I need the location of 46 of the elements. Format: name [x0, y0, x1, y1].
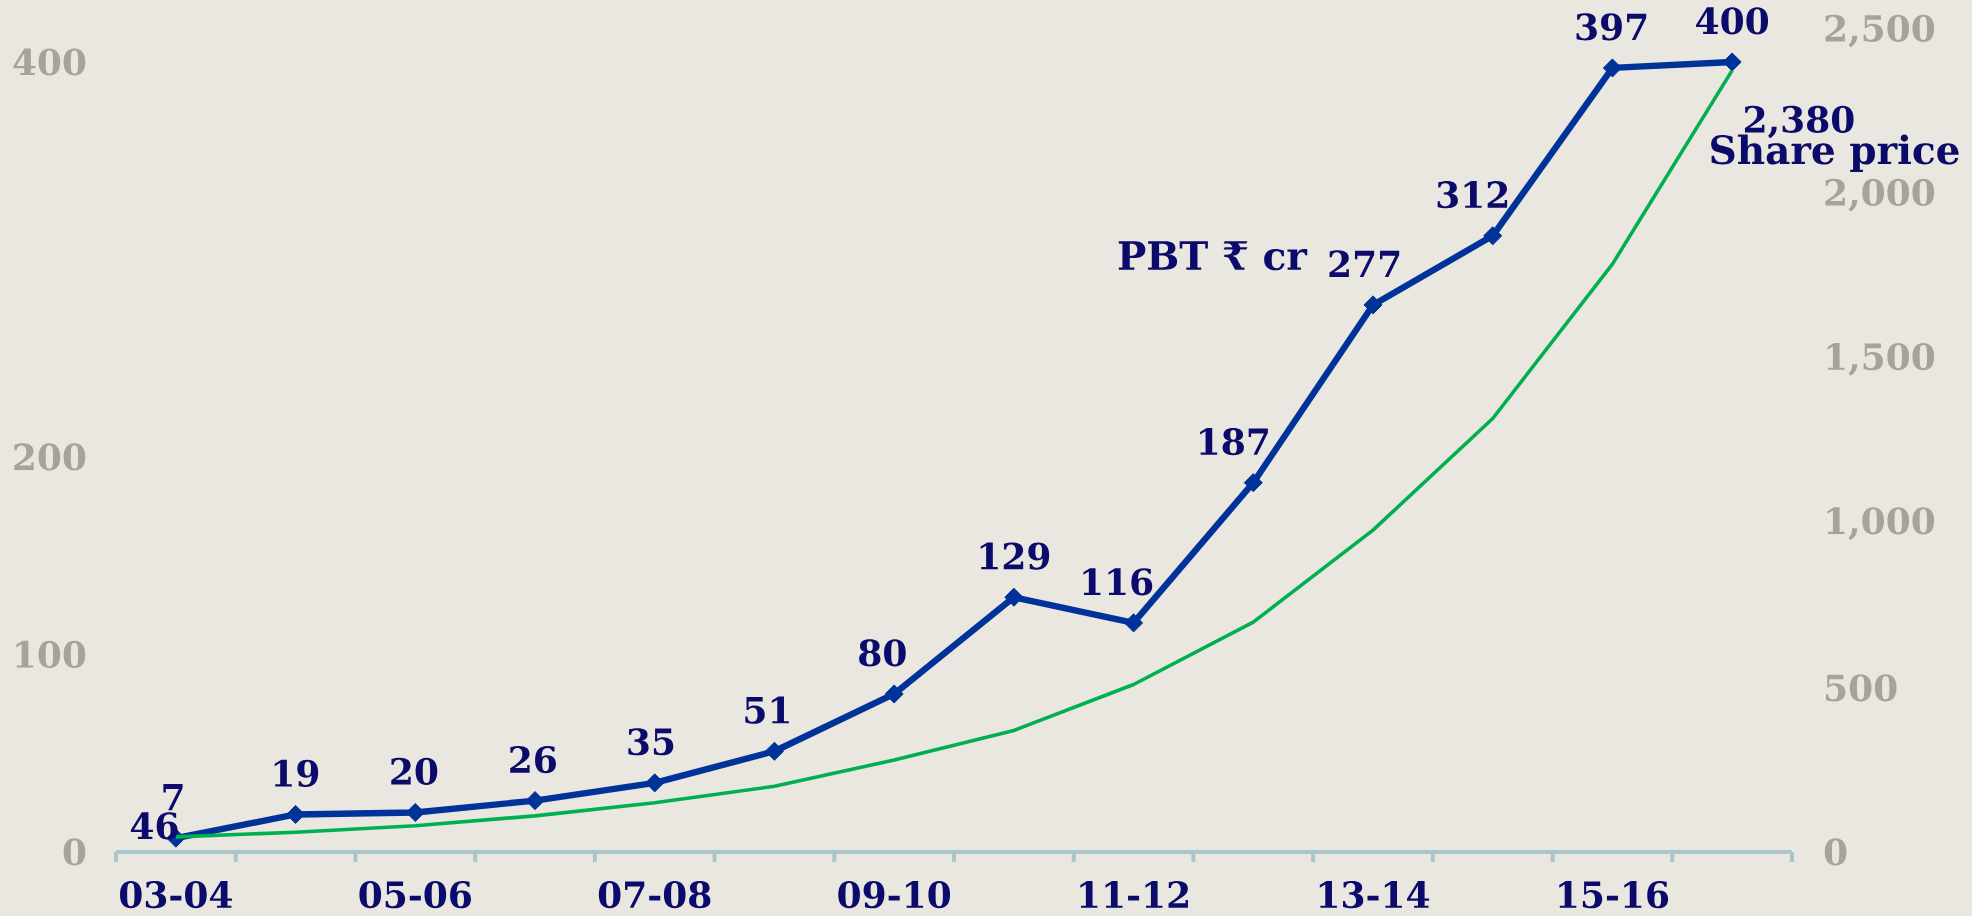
- y-tick-label: 0: [63, 838, 86, 866]
- data-label: 277: [1329, 250, 1400, 277]
- y2-tick-label: 2,500: [1825, 14, 1935, 48]
- data-label: 187: [1200, 427, 1268, 456]
- data-label: 116: [1083, 568, 1153, 596]
- y-tick-label: 200: [14, 443, 86, 471]
- data-label: 312: [1437, 181, 1508, 209]
- data-label: 19: [274, 759, 319, 787]
- x-tick-label: 09-10: [838, 881, 951, 909]
- data-label: 46: [130, 812, 178, 840]
- point: [1243, 473, 1263, 493]
- data-label: 80: [859, 639, 906, 667]
- y2-tick-label: 2,000: [1825, 178, 1935, 212]
- data-label: 400: [1696, 7, 1769, 35]
- point: [286, 804, 306, 825]
- x-tick-label: 05-06: [359, 881, 471, 909]
- point: [1124, 613, 1144, 633]
- point: [1722, 52, 1742, 72]
- data-label: 129: [980, 542, 1050, 570]
- data-label: 20: [391, 757, 438, 785]
- data-label: 51: [745, 696, 789, 724]
- y2-tick-label: 1,500: [1827, 343, 1935, 376]
- y2-tick-label: 500: [1826, 674, 1897, 702]
- point: [645, 773, 665, 793]
- x-tick-label: 15-16: [1559, 881, 1669, 909]
- y2-tick-label: 1,000: [1827, 507, 1935, 540]
- point: [884, 684, 904, 704]
- data-label: 397: [1576, 13, 1647, 41]
- point: [405, 802, 425, 823]
- y-tick-label: 400: [13, 48, 86, 76]
- y2-tick-label: 0: [1824, 838, 1847, 866]
- point: [525, 791, 545, 811]
- y-tick-label: 100: [16, 640, 86, 669]
- series-label: PBT ₹ cr: [1118, 241, 1308, 271]
- point: [1363, 295, 1383, 315]
- x-tick-label: 11-12: [1080, 881, 1188, 908]
- point: [1004, 587, 1024, 607]
- point: [764, 741, 784, 761]
- point: [1602, 58, 1622, 78]
- x-tick-label: 13-14: [1319, 881, 1430, 909]
- point: [1483, 226, 1503, 246]
- data-label: 7: [163, 783, 183, 811]
- x-tick-label: 07-08: [598, 881, 711, 909]
- x-tick-label: 03-04: [119, 881, 232, 909]
- data-label: 35: [628, 728, 674, 756]
- data-label: 26: [510, 745, 556, 774]
